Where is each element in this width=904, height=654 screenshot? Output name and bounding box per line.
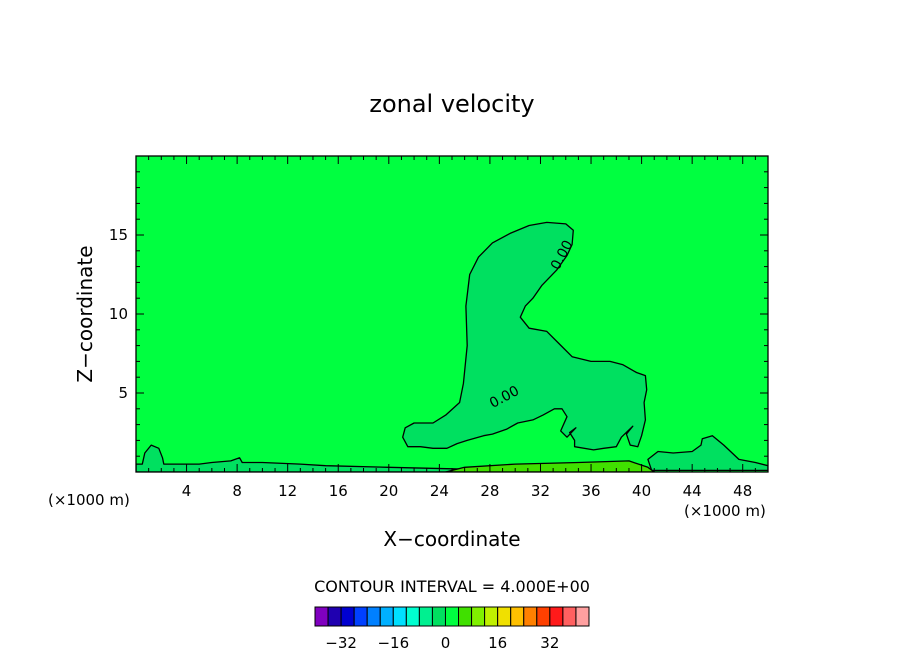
colorbar-swatch (431, 606, 446, 627)
y-tick-label: 15 (109, 226, 128, 244)
colorbar-tick-label: 32 (540, 634, 559, 652)
contour-region-negative-plume (402, 221, 648, 451)
x-unit-label-right: (×1000 m) (684, 502, 766, 520)
colorbar-swatch (327, 606, 342, 627)
y-tick-label: 10 (109, 305, 128, 323)
contour-region-surface-positive (445, 460, 655, 472)
colorbar-swatch (353, 606, 368, 627)
colorbar-swatch (314, 606, 329, 627)
contour-region-lower-right-pocket (647, 435, 768, 472)
x-tick-label: 40 (632, 482, 651, 500)
colorbar-swatch (562, 606, 577, 627)
x-tick-label: 28 (480, 482, 499, 500)
x-tick-label: 20 (379, 482, 398, 500)
x-axis-label: X−coordinate (383, 527, 520, 551)
chart-title: zonal velocity (369, 90, 534, 118)
x-tick-label: 4 (182, 482, 192, 500)
x-tick-label: 12 (278, 482, 297, 500)
x-unit-label-left: (×1000 m) (48, 491, 130, 509)
x-tick-label: 24 (430, 482, 449, 500)
colorbar: −32 −16 0 16 32 (314, 606, 590, 652)
x-tick-label: 36 (581, 482, 600, 500)
y-axis-label: Z−coordinate (73, 245, 97, 382)
colorbar-swatch (523, 606, 538, 627)
x-tick-label: 44 (683, 482, 702, 500)
colorbar-swatch (392, 606, 407, 627)
x-tick-label: 8 (232, 482, 242, 500)
colorbar-tick-label: 0 (441, 634, 451, 652)
colorbar-swatch (549, 606, 564, 627)
colorbar-swatch (510, 606, 525, 627)
colorbar-tick-label: −16 (377, 634, 409, 652)
colorbar-swatch (484, 606, 499, 627)
colorbar-swatch (497, 606, 512, 627)
contour-interval-label: CONTOUR INTERVAL = 4.000E+00 (314, 577, 590, 596)
colorbar-swatch (418, 606, 433, 627)
x-tick-label: 16 (329, 482, 348, 500)
colorbar-swatch (379, 606, 394, 627)
colorbar-swatch (340, 606, 355, 627)
colorbar-swatch (405, 606, 420, 627)
colorbar-swatch (458, 606, 473, 627)
colorbar-swatch (575, 606, 590, 627)
x-tick-label: 48 (733, 482, 752, 500)
colorbar-tick-label: 16 (488, 634, 507, 652)
colorbar-tick-label: −32 (325, 634, 357, 652)
colorbar-swatch (366, 606, 381, 627)
colorbar-swatch (444, 606, 460, 627)
colorbar-swatch (536, 606, 551, 627)
y-tick-label: 5 (118, 384, 128, 402)
colorbar-swatch (471, 606, 486, 627)
x-tick-label: 32 (531, 482, 550, 500)
